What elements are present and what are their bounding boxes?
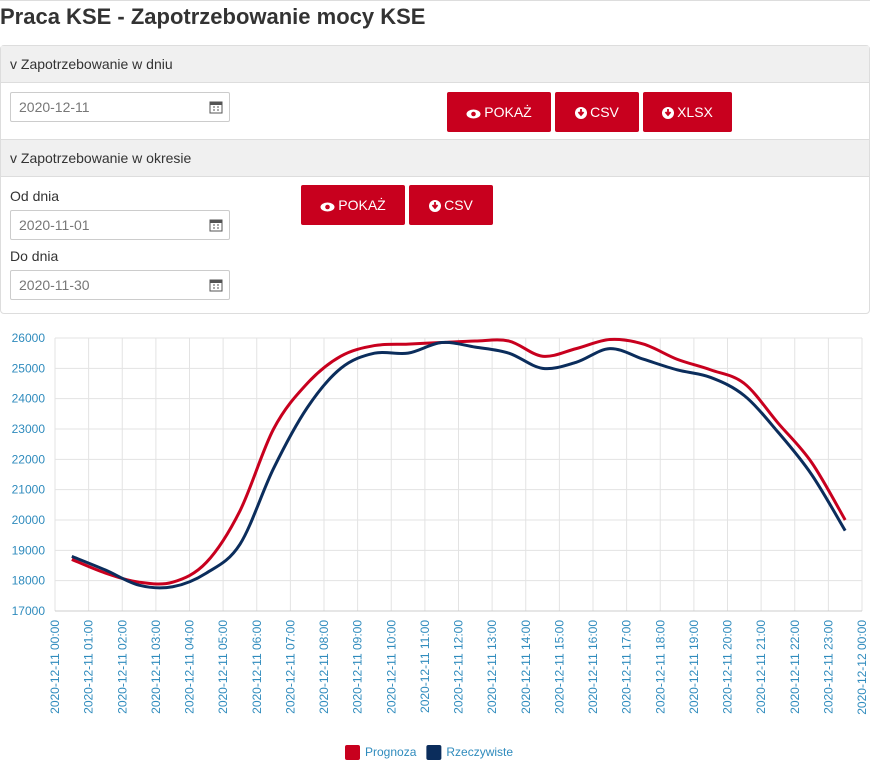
x-tick-label: 2020-12-11 08:00	[317, 620, 331, 714]
legend-label: Rzeczywiste	[446, 745, 513, 759]
y-tick-label: 17000	[12, 604, 46, 618]
show-button[interactable]: POKAŻ	[447, 92, 551, 132]
x-tick-label: 2020-12-11 20:00	[721, 620, 735, 714]
x-tick-label: 2020-12-11 21:00	[754, 620, 768, 714]
calendar-icon	[209, 279, 223, 292]
x-tick-label: 2020-12-11 18:00	[653, 620, 667, 714]
button-label: POKAŻ	[484, 104, 532, 120]
legend-label: Prognoza	[365, 745, 417, 759]
button-label: CSV	[590, 104, 619, 120]
panel: v Zapotrzebowanie w dniu 2020-12-11 POKA…	[0, 45, 870, 314]
show-button[interactable]: POKAŻ	[301, 185, 405, 225]
series-line	[71, 337, 847, 586]
x-tick-label: 2020-12-11 22:00	[788, 620, 802, 714]
page-title: Praca KSE - Zapotrzebowanie mocy KSE	[0, 4, 426, 29]
button-label: CSV	[444, 197, 473, 213]
x-tick-label: 2020-12-11 10:00	[384, 620, 398, 714]
y-tick-label: 18000	[12, 574, 46, 588]
xlsx-button[interactable]: XLSX	[643, 92, 732, 132]
y-tick-label: 22000	[12, 452, 46, 466]
y-tick-label: 19000	[12, 543, 46, 557]
y-tick-label: 20000	[12, 513, 46, 527]
date-input[interactable]: 2020-11-01	[10, 210, 230, 240]
x-tick-label: 2020-12-11 17:00	[620, 620, 634, 714]
eye-icon	[320, 202, 335, 212]
calendar-icon	[209, 101, 223, 114]
button-label: XLSX	[677, 104, 713, 120]
y-tick-label: 24000	[12, 392, 46, 406]
download-icon	[429, 200, 442, 212]
section-heading[interactable]: v Zapotrzebowanie w dniu	[1, 46, 869, 83]
legend-swatch	[426, 745, 442, 760]
x-tick-label: 2020-12-11 14:00	[519, 620, 533, 714]
x-tick-label: 2020-12-11 03:00	[149, 620, 163, 714]
calendar-icon	[209, 219, 223, 232]
legend-swatch	[345, 745, 360, 760]
csv-button[interactable]: CSV	[409, 185, 493, 225]
date-value: 2020-11-30	[19, 277, 90, 293]
y-tick-label: 23000	[12, 422, 46, 436]
x-tick-label: 2020-12-11 05:00	[216, 620, 230, 714]
date-value: 2020-12-11	[19, 99, 90, 115]
x-tick-label: 2020-12-11 09:00	[351, 620, 365, 714]
x-tick-label: 2020-12-12 00:00	[855, 620, 869, 715]
date-value: 2020-11-01	[19, 217, 90, 233]
x-tick-label: 2020-12-11 12:00	[452, 620, 466, 714]
y-tick-label: 26000	[12, 331, 46, 345]
y-tick-label: 25000	[12, 361, 46, 375]
x-tick-label: 2020-12-11 07:00	[283, 620, 297, 714]
x-tick-label: 2020-12-11 04:00	[183, 620, 197, 714]
date-input[interactable]: 2020-11-30	[10, 270, 230, 300]
date-input[interactable]: 2020-12-11	[10, 92, 230, 122]
x-tick-label: 2020-12-11 01:00	[82, 620, 96, 714]
x-tick-label: 2020-12-11 02:00	[115, 620, 129, 714]
section-heading[interactable]: v Zapotrzebowanie w okresie	[1, 139, 869, 177]
divider	[0, 0, 870, 1]
field-label: Do dnia	[10, 248, 59, 264]
x-tick-label: 2020-12-11 16:00	[586, 620, 600, 714]
csv-button[interactable]: CSV	[555, 92, 639, 132]
x-tick-label: 2020-12-11 13:00	[485, 620, 499, 714]
x-tick-label: 2020-12-11 15:00	[552, 620, 566, 714]
y-tick-label: 21000	[12, 483, 46, 497]
series-line	[71, 340, 847, 590]
download-icon	[662, 107, 675, 119]
download-icon	[575, 107, 588, 119]
button-label: POKAŻ	[338, 197, 386, 213]
x-tick-label: 2020-12-11 00:00	[48, 620, 62, 714]
eye-icon	[466, 109, 481, 119]
x-tick-label: 2020-12-11 06:00	[250, 620, 264, 714]
field-label: Od dnia	[10, 188, 60, 204]
x-tick-label: 2020-12-11 23:00	[821, 620, 835, 714]
x-tick-label: 2020-12-11 11:00	[418, 620, 432, 713]
chart: 17000 18000 19000 20000 21000 22000 23000 24000…	[12, 331, 869, 760]
x-tick-label: 2020-12-11 19:00	[687, 620, 701, 714]
